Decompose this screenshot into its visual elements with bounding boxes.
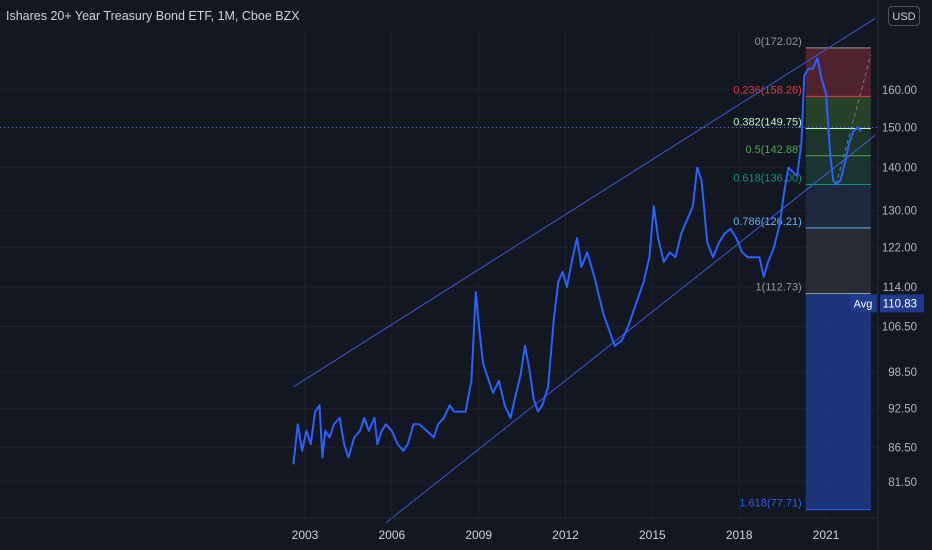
fib-level-label: 0.382(149.75) bbox=[733, 116, 802, 128]
y-tick-label: 98.50 bbox=[888, 367, 917, 379]
fib-zone bbox=[805, 155, 871, 185]
x-tick-label: 2009 bbox=[465, 528, 492, 542]
price-series-line bbox=[292, 57, 862, 465]
y-tick-label: 140.00 bbox=[882, 163, 917, 175]
fib-trend-line bbox=[835, 54, 872, 185]
currency-button[interactable]: USD bbox=[888, 6, 920, 26]
avg-badge: Avg 110.83 bbox=[850, 294, 924, 313]
x-tick-label: 2012 bbox=[552, 528, 579, 542]
x-tick-label: 2018 bbox=[726, 528, 753, 542]
y-tick-label: 92.50 bbox=[888, 403, 917, 415]
avg-badge-value-box bbox=[880, 294, 924, 313]
fib-zone bbox=[805, 47, 871, 97]
fib-zone bbox=[805, 128, 871, 156]
y-tick-label: 81.50 bbox=[888, 477, 917, 489]
y-tick-label: 122.00 bbox=[882, 243, 917, 255]
fib-level-label: 0.786(126.21) bbox=[733, 216, 802, 228]
avg-badge-label-box bbox=[850, 294, 877, 313]
y-tick-label: 114.00 bbox=[883, 282, 917, 294]
fib-zone bbox=[805, 293, 871, 510]
fibonacci-retracement: 0(172.02) 0.236(158.26) 0.382(149.75) 0.5(1… bbox=[733, 36, 871, 511]
fib-level-label: 0(172.02) bbox=[755, 36, 802, 48]
x-tick-label: 2003 bbox=[292, 528, 319, 542]
y-tick-label: 106.50 bbox=[882, 322, 917, 334]
y-tick-label: 150.00 bbox=[882, 123, 917, 135]
fib-zone bbox=[805, 184, 871, 228]
fib-zone bbox=[805, 227, 871, 294]
y-tick-label: 160.00 bbox=[882, 85, 917, 97]
y-tick-label: 86.50 bbox=[888, 442, 917, 454]
y-tick-label: 130.00 bbox=[882, 206, 917, 218]
x-tick-label: 2015 bbox=[639, 528, 666, 542]
fib-level-label: 0.236(158.26) bbox=[733, 84, 802, 96]
avg-badge-value: 110.83 bbox=[883, 298, 917, 310]
fib-level-label: 0.618(136.00) bbox=[733, 172, 802, 184]
fib-level-label: 1.618(77.71) bbox=[739, 498, 801, 510]
fib-zone bbox=[805, 96, 871, 129]
channel-lower-line bbox=[385, 134, 876, 523]
fib-level-label: 1(112.73) bbox=[755, 281, 801, 293]
fib-level-label: 0.5(142.88) bbox=[745, 144, 801, 156]
x-tick-label: 2006 bbox=[378, 528, 405, 542]
x-tick-label: 2021 bbox=[813, 528, 840, 542]
channel-upper-line bbox=[293, 17, 876, 388]
avg-badge-label: Avg bbox=[854, 298, 873, 310]
grid-lines bbox=[0, 30, 878, 518]
chart-title: Ishares 20+ Year Treasury Bond ETF, 1M, … bbox=[6, 9, 300, 23]
